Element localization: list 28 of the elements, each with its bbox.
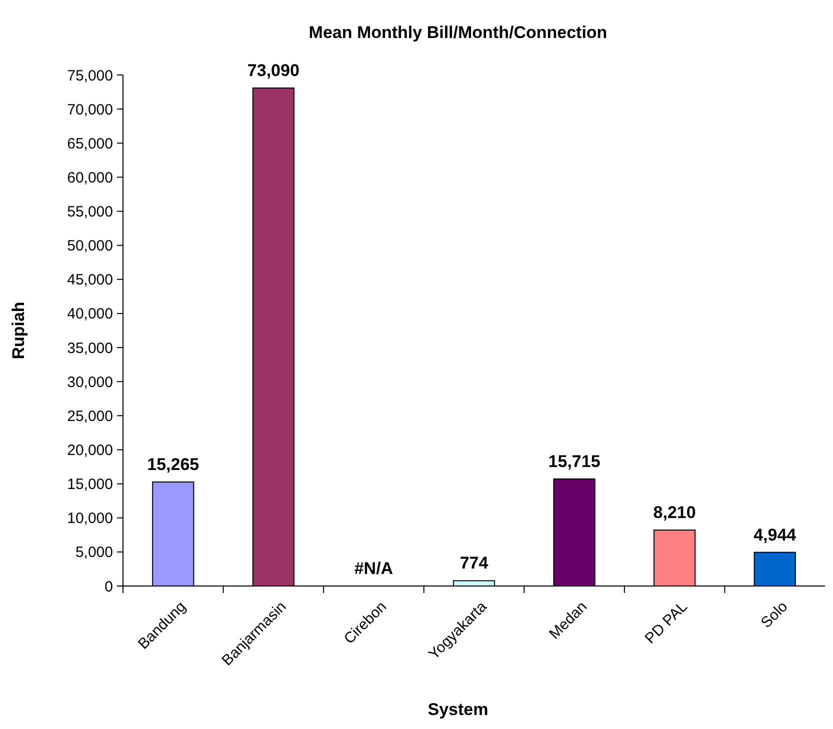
data-label: 774 [460,554,489,573]
y-tick-label: 0 [104,578,113,596]
data-label: 8,210 [653,503,696,522]
data-label: 4,944 [754,525,797,544]
text: #N/A [354,559,394,578]
y-tick-label: 60,000 [67,169,113,186]
y-tick-label: 40,000 [67,306,113,323]
data-label: 15,265 [147,454,200,474]
y-tick-label: 75,000 [67,67,113,84]
data-label: 73,090 [247,61,300,80]
x-tick-label: Solo [758,598,792,632]
x-tick-label: PD PAL [642,598,691,648]
chart-title: Mean Monthly Bill/Month/Connection [308,23,608,42]
y-tick-label: 25,000 [67,408,113,425]
y-axis-title: Rupiah [9,302,28,360]
y-tick-label: 45,000 [67,272,113,289]
y-tick-label: 30,000 [67,374,113,391]
x-axis-title: System [428,700,488,719]
data-label: 15,715 [548,452,600,471]
y-tick-label: 5,000 [75,544,113,562]
y-tick-label: 50,000 [67,238,113,255]
y-tick-label: 70,000 [67,101,113,118]
y-tick-label: 65,000 [67,135,113,152]
y-tick-label: 35,000 [67,340,113,357]
y-tick-label: 55,000 [67,204,113,221]
y-tick-label: 10,000 [67,510,113,528]
y-tick-label: 15,000 [67,476,113,494]
y-tick-label: 20,000 [67,442,113,459]
